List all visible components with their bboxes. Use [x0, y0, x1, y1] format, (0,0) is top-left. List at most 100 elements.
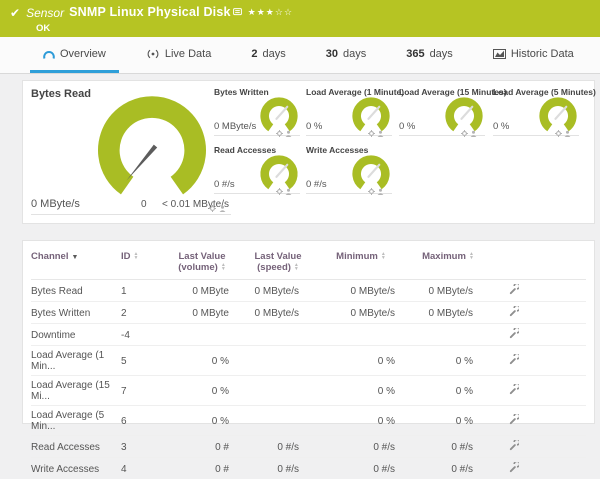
channel-settings-wrench-icon[interactable]	[508, 328, 519, 339]
user-icon[interactable]	[285, 130, 292, 137]
channel-settings-wrench-icon[interactable]	[508, 354, 519, 365]
gauge-read-accesses: Read Accesses 0 #/s	[214, 145, 302, 197]
overview-arc-icon	[43, 49, 55, 59]
channel-name: Load Average (15 Mi...	[31, 376, 121, 406]
sort-icon[interactable]: ▲▼	[134, 252, 139, 260]
tab-365-days[interactable]: 365 days	[393, 37, 466, 73]
channel-id: 4	[121, 458, 161, 479]
channel-id: 7	[121, 376, 161, 406]
table-row: Downtime -4	[31, 324, 586, 346]
divider	[31, 214, 231, 215]
mini-gauge-value: 0 #/s	[214, 179, 235, 190]
user-icon[interactable]	[564, 130, 571, 137]
gauge-quick-icons	[368, 130, 384, 137]
user-icon[interactable]	[219, 205, 226, 212]
mini-gauge-title: Write Accesses	[306, 145, 368, 155]
channel-name: Load Average (5 Min...	[31, 406, 121, 436]
channel-table-panel: Channel▼ ID▲▼ Last Value (volume)▲▼ Last…	[22, 240, 595, 424]
gauge-write-accesses: Write Accesses 0 #/s	[306, 145, 394, 197]
table-row: Bytes Read 1 0 MByte 0 MByte/s 0 MByte/s…	[31, 280, 586, 302]
mini-gauge-title: Read Accesses	[214, 145, 276, 155]
channel-settings-wrench-icon[interactable]	[508, 384, 519, 395]
sort-icon[interactable]: ▲▼	[469, 252, 474, 260]
bytes-read-gauge[interactable]	[89, 87, 215, 199]
channel-name: Bytes Read	[31, 280, 121, 302]
user-icon[interactable]	[470, 130, 477, 137]
mini-gauge-value: 0 #/s	[306, 179, 327, 190]
table-row: Load Average (1 Min... 5 0 % 0 % 0 %	[31, 346, 586, 376]
tab-live-data[interactable]: Live Data	[133, 37, 224, 73]
table-row: Bytes Written 2 0 MByte 0 MByte/s 0 MByt…	[31, 302, 586, 324]
mini-gauge-value: 0 %	[306, 121, 322, 132]
tab-overview[interactable]: Overview	[30, 37, 119, 73]
table-row: Load Average (5 Min... 6 0 % 0 % 0 %	[31, 406, 586, 436]
gauge-load-average-15min: Load Average (15 Minutes) 0 %	[399, 87, 487, 139]
gear-icon[interactable]	[368, 130, 375, 137]
mini-gauge-title: Bytes Written	[214, 87, 269, 97]
col-id[interactable]: ID▲▼	[121, 247, 161, 280]
channel-table: Channel▼ ID▲▼ Last Value (volume)▲▼ Last…	[31, 247, 586, 479]
channel-name: Load Average (1 Min...	[31, 346, 121, 376]
table-row: Load Average (15 Mi... 7 0 % 0 % 0 %	[31, 376, 586, 406]
gauge-quick-icons	[555, 130, 571, 137]
channel-settings-wrench-icon[interactable]	[508, 414, 519, 425]
priority-stars[interactable]: ★★★☆☆	[248, 7, 293, 18]
gear-icon[interactable]	[461, 130, 468, 137]
channel-name: Downtime	[31, 324, 121, 346]
gauge-title: Bytes Read	[31, 88, 91, 100]
gauge-quick-icons	[276, 188, 292, 195]
user-icon[interactable]	[377, 130, 384, 137]
sensor-type-flag-icon	[233, 3, 242, 21]
gauge-quick-icons	[461, 130, 477, 137]
sort-icon[interactable]: ▲▼	[381, 252, 386, 260]
gauge-scale-min: 0	[141, 199, 147, 210]
channel-settings-wrench-icon[interactable]	[508, 306, 519, 317]
gauge-bytes-written: Bytes Written 0 MByte/s	[214, 87, 302, 139]
gear-icon[interactable]	[276, 130, 283, 137]
status-badge: OK	[36, 23, 592, 34]
gauge-quick-icons	[368, 188, 384, 195]
user-icon[interactable]	[377, 188, 384, 195]
tab-bar: Overview Live Data 2 days 30 days 365 da…	[0, 37, 600, 74]
mini-gauge-title: Load Average (1 Minute)	[306, 87, 404, 97]
ok-check-icon: ✔	[10, 6, 20, 20]
channel-id: 3	[121, 436, 161, 458]
channel-id: 6	[121, 406, 161, 436]
channel-settings-wrench-icon[interactable]	[508, 284, 519, 295]
channel-id: 2	[121, 302, 161, 324]
gear-icon[interactable]	[555, 130, 562, 137]
gauge-quick-icons	[209, 205, 226, 212]
channel-name: Read Accesses	[31, 436, 121, 458]
gear-icon[interactable]	[368, 188, 375, 195]
col-channel[interactable]: Channel▼	[31, 247, 121, 280]
gear-icon[interactable]	[276, 188, 283, 195]
tab-2-days[interactable]: 2 days	[238, 37, 298, 73]
sort-icon[interactable]: ▲▼	[221, 263, 226, 271]
col-maximum[interactable]: Maximum▲▼	[409, 247, 487, 280]
sort-desc-icon[interactable]: ▼	[71, 254, 78, 261]
table-row: Write Accesses 4 0 # 0 #/s 0 #/s 0 #/s	[31, 458, 586, 479]
channel-settings-wrench-icon[interactable]	[508, 440, 519, 451]
channel-id: -4	[121, 324, 161, 346]
gauge-current-value: 0 MByte/s	[31, 198, 80, 210]
gauge-load-average-1min: Load Average (1 Minute) 0 %	[306, 87, 394, 139]
col-last-value-speed[interactable]: Last Value (speed)▲▼	[243, 247, 313, 280]
historic-chart-icon	[493, 49, 506, 59]
table-header-row: Channel▼ ID▲▼ Last Value (volume)▲▼ Last…	[31, 247, 586, 280]
gauge-load-average-5min: Load Average (5 Minutes) 0 %	[493, 87, 581, 139]
user-icon[interactable]	[285, 188, 292, 195]
tab-historic-data[interactable]: Historic Data	[480, 37, 587, 73]
col-last-value-volume[interactable]: Last Value (volume)▲▼	[161, 247, 243, 280]
col-minimum[interactable]: Minimum▲▼	[313, 247, 409, 280]
gauge-bytes-read: Bytes Read 0 MByte/s 0 < 0.01 MByte/s	[23, 81, 235, 225]
tab-30-days[interactable]: 30 days	[313, 37, 380, 73]
channel-settings-wrench-icon[interactable]	[508, 462, 519, 473]
sort-icon[interactable]: ▲▼	[294, 263, 299, 271]
channel-id: 1	[121, 280, 161, 302]
mini-gauge-title: Load Average (15 Minutes)	[399, 87, 507, 97]
channel-name: Write Accesses	[31, 458, 121, 479]
mini-gauge-value: 0 %	[493, 121, 509, 132]
channel-id: 5	[121, 346, 161, 376]
gear-icon[interactable]	[209, 205, 216, 212]
sensor-header: ✔ Sensor SNMP Linux Physical Disk ★★★☆☆ …	[0, 0, 600, 37]
